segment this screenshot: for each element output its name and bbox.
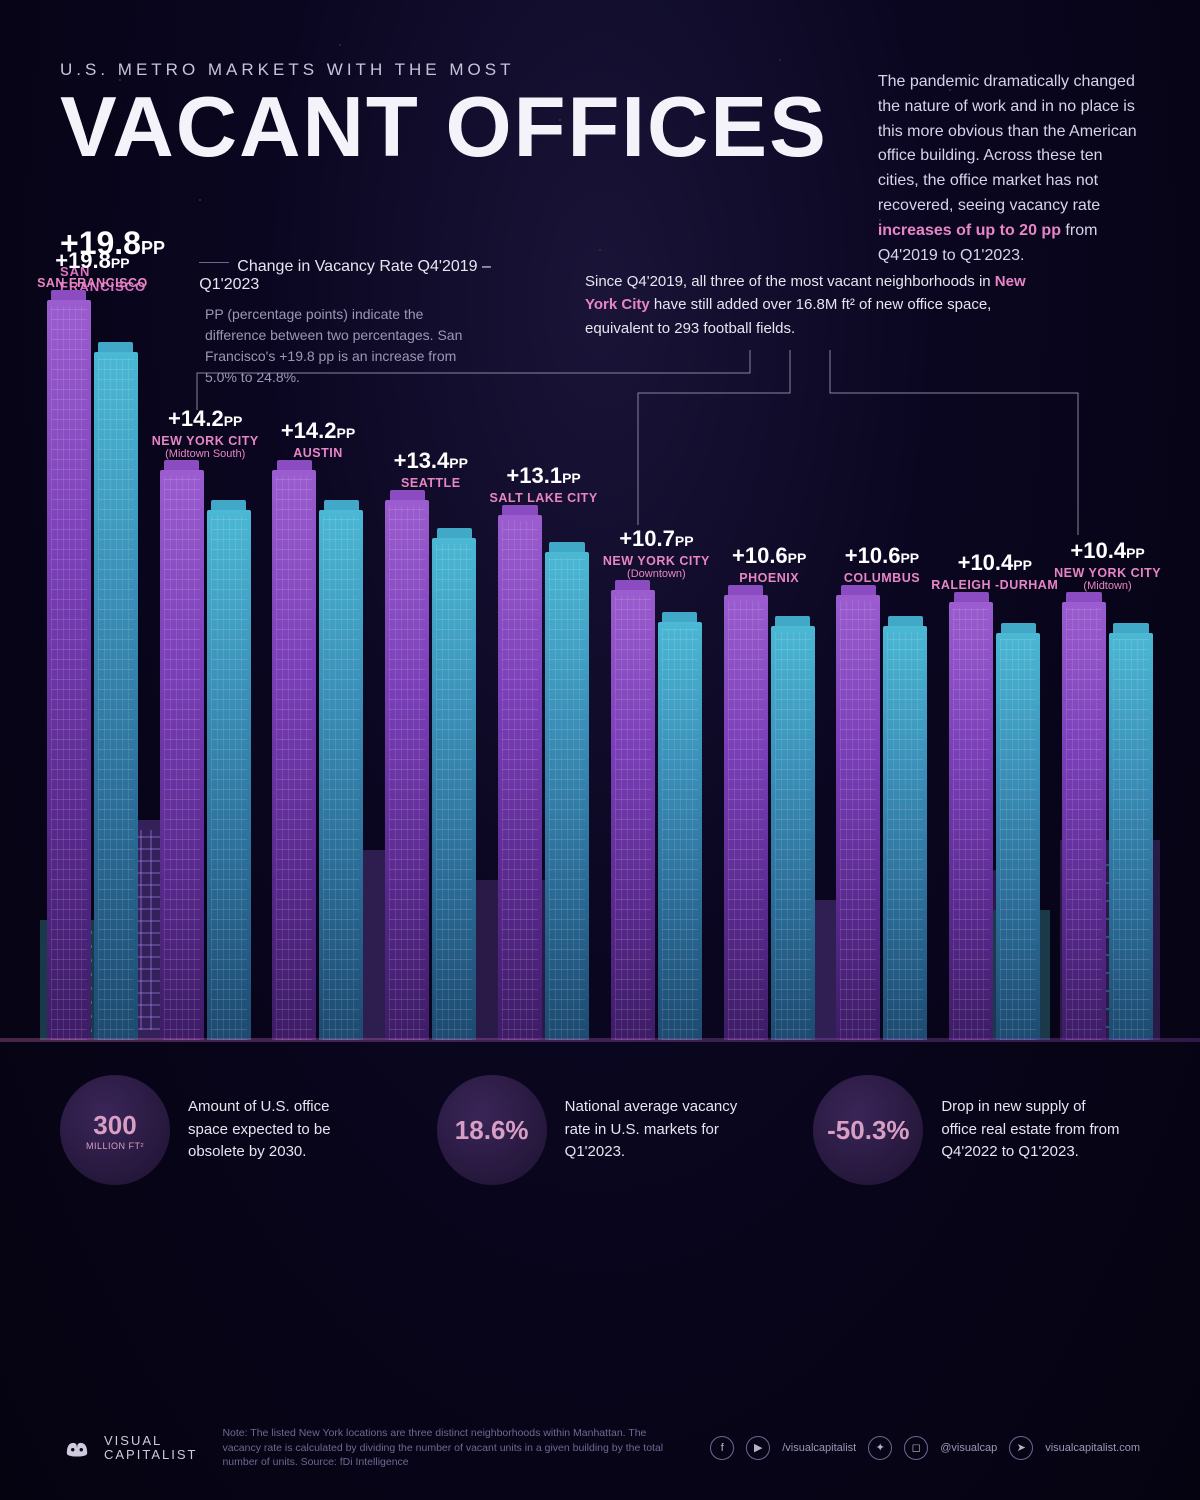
city-column: +14.2PPAUSTIN [266, 470, 371, 1040]
bar-primary [611, 590, 655, 1040]
bar-primary [1062, 602, 1106, 1040]
building-pair [717, 595, 822, 1040]
intro-pre: The pandemic dramatically changed the na… [878, 73, 1137, 214]
sf-subtitle: Change in Vacancy Rate Q4'2019 – Q1'2023 [199, 258, 491, 293]
logo-icon [60, 1436, 94, 1460]
bar-secondary [207, 510, 251, 1040]
city-name: SAN FRANCISCO [19, 276, 166, 290]
stat-value: -50.3% [827, 1115, 909, 1146]
city-pp-value: +14.2PP [245, 418, 392, 444]
city-column: +14.2PPNEW YORK CITY(Midtown South) [153, 470, 258, 1040]
intro-highlight: increases of up to 20 pp [878, 222, 1061, 239]
bar-primary [272, 470, 316, 1040]
city-label: +19.8PP SAN FRANCISCO [19, 248, 166, 290]
brand-line1: VISUAL [104, 1434, 197, 1448]
stat-circle: -50.3% [813, 1075, 923, 1185]
stat-value: 18.6% [455, 1115, 529, 1146]
stat-unit: MILLION FT² [86, 1141, 144, 1151]
stats-row: 300MILLION FT² Amount of U.S. office spac… [60, 1075, 1140, 1185]
city-column: +13.1PPSALT LAKE CITY [491, 515, 596, 1040]
stat-description: Drop in new supply of office real estate… [941, 1096, 1121, 1164]
city-column: +13.4PPSEATTLE [378, 500, 483, 1040]
instagram-icon[interactable]: ◻ [904, 1436, 928, 1460]
building-pair [40, 300, 145, 1040]
stat-circle: 18.6% [437, 1075, 547, 1185]
youtube-icon[interactable]: ▶ [746, 1436, 770, 1460]
city-label: +10.4PP NEW YORK CITY(Midtown) [1034, 538, 1181, 592]
city-name: SALT LAKE CITY [470, 491, 617, 505]
handle-web: visualcapitalist.com [1045, 1442, 1140, 1454]
city-column: +10.4PPRALEIGH -DURHAM [942, 602, 1047, 1040]
leader-line-icon [199, 262, 229, 263]
stat-circle: 300MILLION FT² [60, 1075, 170, 1185]
building-pair [266, 470, 371, 1040]
city-column: +19.8PPSAN FRANCISCO [40, 300, 145, 1040]
stat-description: Amount of U.S. office space expected to … [188, 1096, 368, 1164]
handle-fb: /visualcapitalist [782, 1442, 856, 1454]
brand-logo: VISUAL CAPITALIST [60, 1434, 197, 1463]
building-pair [1055, 602, 1160, 1040]
bar-secondary [996, 633, 1040, 1040]
bar-secondary [658, 622, 702, 1041]
city-subname: (Midtown) [1034, 580, 1181, 592]
building-pair [830, 595, 935, 1040]
city-column: +10.6PPPHOENIX [717, 595, 822, 1040]
eyebrow: U.S. METRO MARKETS WITH THE MOST [60, 60, 828, 80]
social-links: f ▶ /visualcapitalist ✦ ◻ @visualcap ➤ v… [710, 1436, 1140, 1460]
brand-line2: CAPITALIST [104, 1448, 197, 1462]
building-pair [604, 590, 709, 1040]
building-pair [491, 515, 596, 1040]
building-pair [153, 470, 258, 1040]
ground-line [0, 1038, 1200, 1042]
footer: VISUAL CAPITALIST Note: The listed New Y… [60, 1426, 1140, 1470]
bar-secondary [1109, 633, 1153, 1040]
building-pair [942, 602, 1047, 1040]
nyc-pre: Since Q4'2019, all three of the most vac… [585, 273, 995, 290]
bar-secondary [883, 626, 927, 1040]
city-column: +10.4PPNEW YORK CITY(Midtown) [1055, 602, 1160, 1040]
bar-primary [724, 595, 768, 1040]
bar-secondary [432, 538, 476, 1040]
city-column: +10.7PPNEW YORK CITY(Downtown) [604, 590, 709, 1040]
city-column: +10.6PPCOLUMBUS [830, 595, 935, 1040]
bar-secondary [771, 626, 815, 1040]
city-pp-value: +19.8PP [19, 248, 166, 274]
footer-note: Note: The listed New York locations are … [222, 1426, 685, 1470]
bar-primary [160, 470, 204, 1040]
intro-paragraph: The pandemic dramatically changed the na… [878, 60, 1140, 268]
stat-item: -50.3% Drop in new supply of office real … [813, 1075, 1140, 1185]
facebook-icon[interactable]: f [710, 1436, 734, 1460]
bar-secondary [319, 510, 363, 1040]
website-icon[interactable]: ➤ [1009, 1436, 1033, 1460]
stat-item: 300MILLION FT² Amount of U.S. office spac… [60, 1075, 387, 1185]
stat-item: 18.6% National average vacancy rate in U.… [437, 1075, 764, 1185]
stat-value: 300 [93, 1110, 136, 1141]
twitter-icon[interactable]: ✦ [868, 1436, 892, 1460]
page-title: VACANT OFFICES [60, 88, 828, 169]
city-pp-value: +13.1PP [470, 463, 617, 489]
city-name: NEW YORK CITY [1034, 566, 1181, 580]
bar-primary [498, 515, 542, 1040]
building-pair [378, 500, 483, 1040]
bar-primary [385, 500, 429, 1040]
vacancy-bar-chart: +19.8PPSAN FRANCISCO+14.2PPNEW YORK CITY… [40, 290, 1160, 1040]
bar-primary [836, 595, 880, 1040]
bar-primary [47, 300, 91, 1040]
city-label: +13.1PP SALT LAKE CITY [470, 463, 617, 505]
stat-description: National average vacancy rate in U.S. ma… [565, 1096, 745, 1164]
bar-secondary [545, 552, 589, 1040]
bar-primary [949, 602, 993, 1040]
city-pp-value: +10.4PP [1034, 538, 1181, 564]
bars-container: +19.8PPSAN FRANCISCO+14.2PPNEW YORK CITY… [40, 290, 1160, 1040]
handle-tw: @visualcap [940, 1442, 997, 1454]
